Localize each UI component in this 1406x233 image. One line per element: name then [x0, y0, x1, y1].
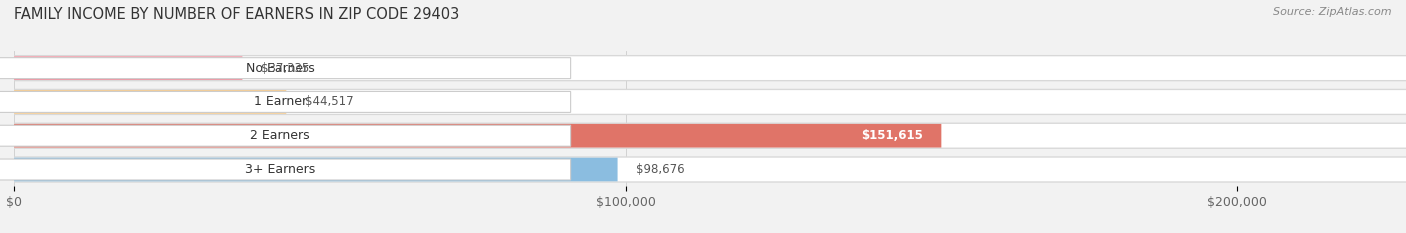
FancyBboxPatch shape	[14, 124, 942, 147]
FancyBboxPatch shape	[14, 90, 1406, 114]
Text: $37,335: $37,335	[260, 62, 309, 75]
FancyBboxPatch shape	[14, 89, 1406, 115]
Text: $44,517: $44,517	[305, 96, 353, 108]
FancyBboxPatch shape	[14, 158, 1406, 181]
Text: FAMILY INCOME BY NUMBER OF EARNERS IN ZIP CODE 29403: FAMILY INCOME BY NUMBER OF EARNERS IN ZI…	[14, 7, 460, 22]
FancyBboxPatch shape	[14, 55, 1406, 81]
Text: No Earners: No Earners	[246, 62, 315, 75]
FancyBboxPatch shape	[14, 56, 1406, 80]
FancyBboxPatch shape	[0, 58, 571, 79]
Text: Source: ZipAtlas.com: Source: ZipAtlas.com	[1274, 7, 1392, 17]
FancyBboxPatch shape	[14, 90, 287, 114]
FancyBboxPatch shape	[0, 125, 571, 146]
FancyBboxPatch shape	[14, 123, 1406, 149]
FancyBboxPatch shape	[14, 156, 1406, 183]
FancyBboxPatch shape	[14, 56, 242, 80]
FancyBboxPatch shape	[14, 158, 617, 181]
FancyBboxPatch shape	[14, 124, 1406, 147]
Text: $151,615: $151,615	[860, 129, 922, 142]
Text: 2 Earners: 2 Earners	[250, 129, 309, 142]
Text: 1 Earner: 1 Earner	[253, 96, 307, 108]
Text: 3+ Earners: 3+ Earners	[245, 163, 315, 176]
FancyBboxPatch shape	[0, 159, 571, 180]
FancyBboxPatch shape	[0, 92, 571, 112]
Text: $98,676: $98,676	[636, 163, 685, 176]
